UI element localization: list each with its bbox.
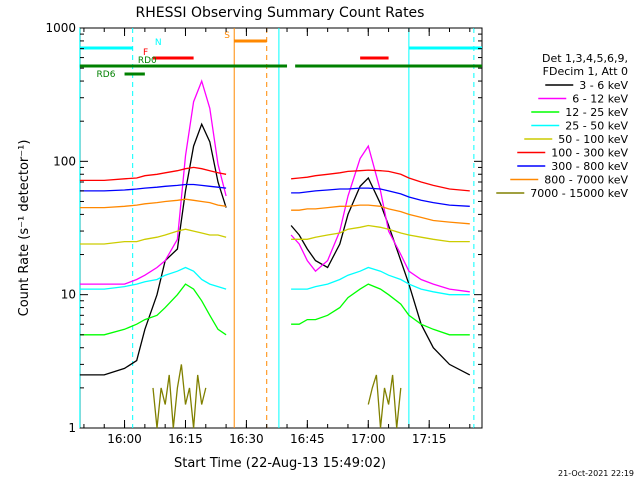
legend-entry-label: 6 - 12 keV — [572, 93, 628, 106]
legend-entry-label: 7000 - 15000 keV — [530, 187, 628, 200]
series-line-300-800-kev-1 — [291, 187, 470, 207]
legend-entry-label: 800 - 7000 keV — [544, 174, 628, 187]
series-line-800-7000-kev-0 — [79, 198, 227, 209]
y-tick-label: 10 — [61, 288, 76, 302]
series-line-7000-15000-kev-1 — [367, 374, 402, 429]
x-tick-label: 17:00 — [351, 432, 386, 446]
chart-title: RHESSI Observing Summary Count Rates — [136, 5, 425, 21]
series-line-100-300-kev-0 — [79, 166, 227, 182]
x-tick-label: 16:30 — [229, 432, 264, 446]
y-tick-label: 100 — [53, 154, 76, 168]
legend-header-line: Det 1,3,4,5,6,9, — [542, 52, 628, 65]
series-line-12-25-kev-0 — [79, 283, 227, 336]
legend-entry-label: 300 - 800 keV — [551, 160, 628, 173]
flag-label-f: F — [143, 48, 148, 58]
legend-header-line: FDecim 1, Att 0 — [543, 65, 628, 78]
x-axis: 16:00 16:15 16:30 16:45 17:00 17:15 — [83, 28, 471, 446]
series-line-3-6-kev-0 — [79, 122, 227, 376]
legend: Det 1,3,4,5,6,9,FDecim 1, Att 03 - 6 keV… — [496, 52, 628, 200]
footer-date: 21-Oct-2021 22:19 — [558, 469, 634, 478]
flag-label-n: N — [155, 38, 162, 48]
y-axis: 1 10 100 1000 — [45, 21, 482, 435]
series-line-7000-15000-kev-0 — [152, 364, 207, 429]
x-tick-label: 17:15 — [412, 432, 447, 446]
flag-label-s: S — [224, 31, 230, 41]
legend-entry-label: 100 - 300 keV — [551, 147, 628, 160]
series-line-50-100-kev-1 — [291, 224, 470, 243]
legend-entry-label: 12 - 25 keV — [565, 106, 628, 119]
plot-area: NF S RD0 RD6 16:00 16:15 16:30 16:45 17:00 17:15… — [45, 21, 483, 446]
x-tick-label: 16:00 — [107, 432, 142, 446]
legend-entry-label: 25 - 50 keV — [565, 120, 628, 133]
series-line-300-800-kev-0 — [79, 183, 227, 192]
y-tick-label: 1000 — [45, 21, 76, 35]
y-tick-label: 1 — [68, 421, 76, 435]
series-line-6-12-kev-1 — [290, 144, 470, 293]
series-line-6-12-kev-0 — [79, 79, 227, 285]
series-line-25-50-kev-1 — [291, 266, 470, 296]
series-line-25-50-kev-0 — [79, 266, 227, 290]
x-axis-label: Start Time (22-Aug-13 15:49:02) — [174, 456, 386, 471]
series-line-12-25-kev-1 — [291, 283, 470, 336]
legend-entry-label: 50 - 100 keV — [558, 133, 628, 146]
series-line-3-6-kev-1 — [290, 176, 471, 376]
y-axis-label: Count Rate (s⁻¹ detector⁻¹) — [17, 140, 32, 317]
flag-label-rd6: RD6 — [97, 70, 116, 80]
status-flags: NF S RD0 RD6 — [79, 31, 482, 80]
event-lines — [79, 28, 475, 428]
data-series — [79, 79, 471, 429]
x-tick-label: 16:15 — [168, 432, 203, 446]
x-tick-label: 16:45 — [290, 432, 325, 446]
series-line-100-300-kev-1 — [291, 169, 470, 192]
series-line-50-100-kev-0 — [79, 228, 227, 245]
flag-label-rd0: RD0 — [138, 56, 157, 66]
legend-entry-label: 3 - 6 keV — [579, 79, 628, 92]
series-line-800-7000-kev-1 — [291, 204, 470, 225]
